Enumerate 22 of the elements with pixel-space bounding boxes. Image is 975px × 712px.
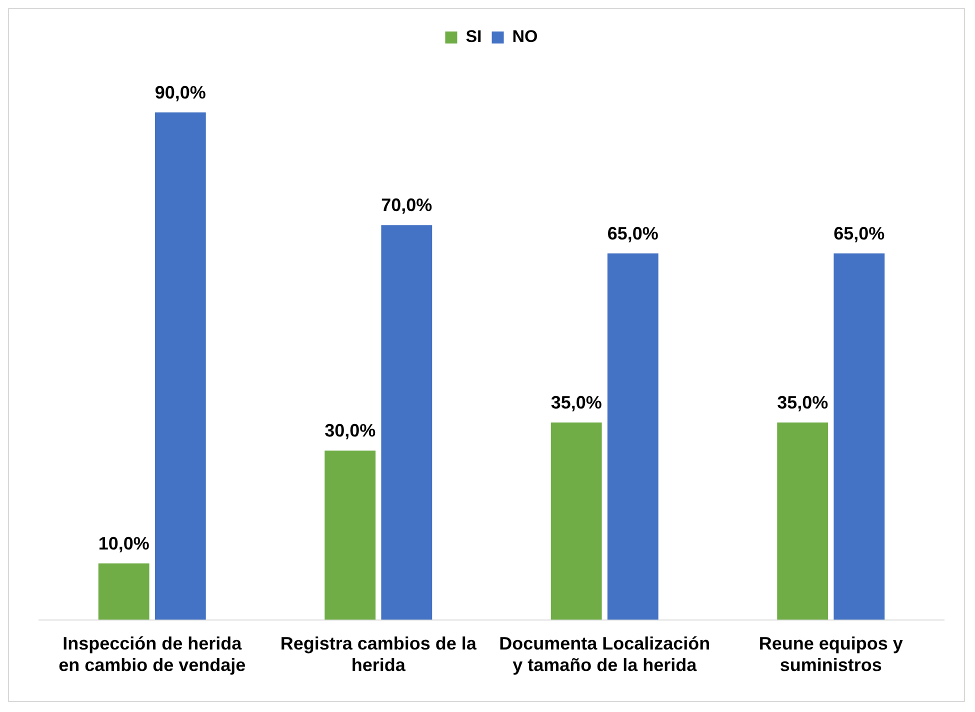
- bar: [154, 112, 206, 620]
- data-label: 90,0%: [154, 82, 206, 102]
- legend-label: SI: [466, 27, 482, 46]
- data-label: 35,0%: [550, 392, 602, 412]
- bar: [98, 563, 150, 620]
- bar: [607, 253, 658, 620]
- bar: [324, 450, 376, 620]
- data-label: 35,0%: [777, 392, 828, 412]
- bar: [381, 225, 432, 620]
- data-label: 65,0%: [607, 223, 658, 244]
- data-label: 65,0%: [834, 223, 885, 244]
- data-label: 30,0%: [324, 420, 376, 441]
- x-tick-label: Documenta Localización y tamaño de la herida: [499, 634, 710, 676]
- bar: [777, 422, 828, 620]
- legend-label: NO: [512, 27, 538, 46]
- x-tick-label: Inspección de herida en cambio de vendaje: [58, 634, 246, 676]
- x-tick-label: Registra cambios de la herida: [280, 634, 478, 676]
- data-label: 10,0%: [98, 533, 150, 554]
- bar: [834, 253, 885, 620]
- x-tick-label: Reune equipos y suministros: [758, 634, 903, 676]
- bar: [550, 422, 602, 620]
- data-label: 70,0%: [381, 195, 432, 216]
